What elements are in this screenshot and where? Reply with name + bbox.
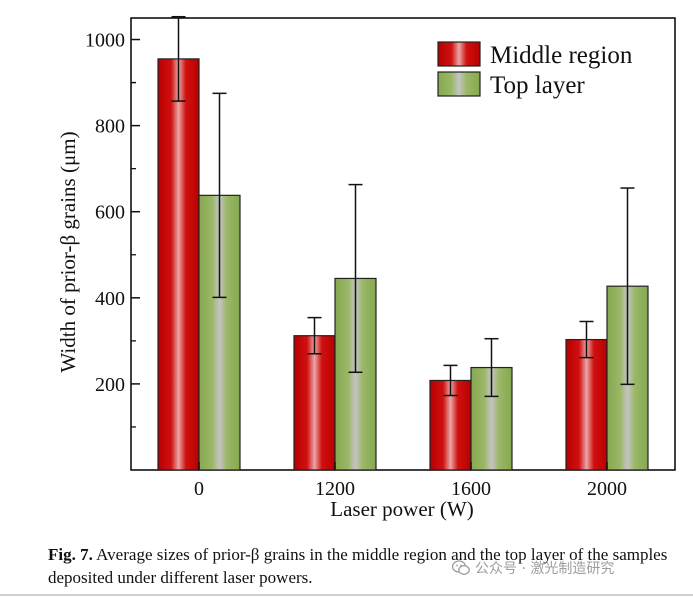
y-tick-label: 1000	[85, 30, 125, 52]
figure-caption: Fig. 7. Average sizes of prior-β grains …	[48, 543, 688, 589]
y-tick-label: 800	[95, 116, 125, 138]
legend-swatch-middle-region	[437, 41, 481, 67]
y-tick-label: 400	[95, 288, 125, 310]
legend-swatch-top-layer	[437, 71, 481, 97]
caption-text: Average sizes of prior-β grains in the m…	[48, 545, 668, 587]
y-axis-label: Width of prior-β grains (μm)	[56, 131, 80, 372]
x-axis-label: Laser power (W)	[330, 497, 473, 521]
watermark: 公众号 · 激光制造研究	[452, 558, 614, 578]
bar-chart: 200 400 600 800 1000 0 1200 1600 2000 Middle regi…	[56, 15, 676, 521]
x-tick-label: 2000	[587, 478, 627, 500]
wechat-icon	[452, 560, 470, 575]
x-tick-label: 1600	[451, 478, 491, 500]
y-tick-label: 600	[95, 202, 125, 224]
bar-middle-region	[565, 338, 608, 471]
x-tick-label: 0	[194, 478, 204, 500]
bar-middle-region	[157, 58, 200, 471]
bar-middle-region	[293, 335, 336, 471]
plot-frame	[130, 17, 676, 471]
legend-label: Middle region	[490, 42, 633, 69]
watermark-text: 公众号 · 激光制造研究	[475, 561, 615, 577]
divider	[0, 594, 693, 596]
legend-label: Top layer	[490, 72, 585, 99]
caption-label: Fig. 7.	[48, 545, 93, 564]
x-tick-label: 1200	[315, 478, 355, 500]
y-tick-label: 200	[95, 374, 125, 396]
